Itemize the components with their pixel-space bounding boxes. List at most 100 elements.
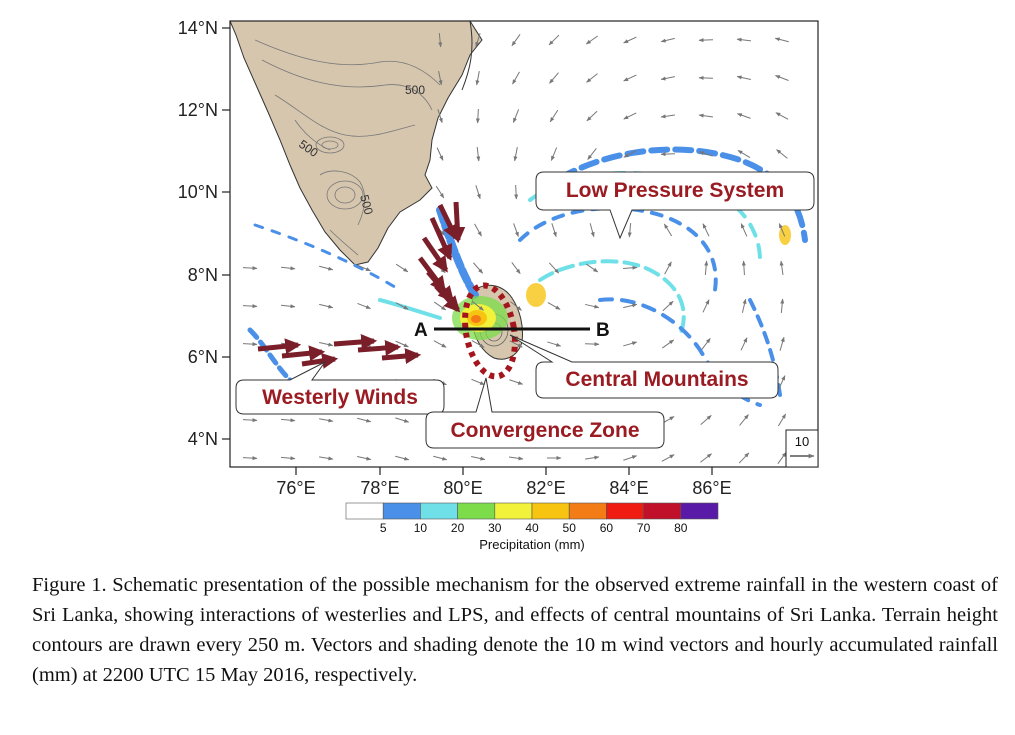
wind-vector <box>550 147 558 161</box>
wind-vector <box>280 456 296 461</box>
convergence-zone-callout: Convergence Zone <box>425 377 665 449</box>
cross-section-label-b: B <box>596 320 610 341</box>
wind-vector <box>513 147 518 162</box>
wind-vector <box>777 451 787 464</box>
colorbar-tick-label: 30 <box>488 521 502 535</box>
colorbar-tick-label: 60 <box>600 521 614 535</box>
lon-label-84e: 84°E <box>609 478 648 498</box>
reference-vector-box: 10 <box>785 429 819 468</box>
india-landmass <box>230 21 483 266</box>
wind-vector <box>736 113 751 119</box>
wind-vector <box>740 337 748 351</box>
wind-vector <box>660 114 676 119</box>
wind-vector <box>475 185 481 200</box>
wind-vector <box>512 71 520 85</box>
colorbar-swatch <box>494 502 533 520</box>
wind-vector <box>700 453 712 463</box>
colorbar-swatch <box>531 502 570 520</box>
colorbar-swatch <box>606 502 644 520</box>
colorbar-swatch <box>568 502 607 520</box>
wind-vector <box>508 456 524 461</box>
lon-label-82e: 82°E <box>526 478 565 498</box>
east-coastline <box>461 21 473 91</box>
wind-vector <box>623 455 638 461</box>
lat-label-4n: 4°N <box>188 429 218 449</box>
wind-vector <box>660 152 676 157</box>
colorbar-tick-label: 50 <box>563 521 577 535</box>
wind-vector <box>280 304 296 309</box>
wind-vector <box>514 184 519 200</box>
wind-vector <box>622 265 638 270</box>
longitude-axis <box>295 467 713 475</box>
wind-vector <box>776 149 788 159</box>
wind-vector <box>586 73 598 83</box>
colorbar-swatch <box>382 502 421 520</box>
colorbar-swatch <box>643 502 682 520</box>
wind-vector <box>778 375 786 389</box>
wind-vector <box>471 455 486 461</box>
wind-vector <box>779 336 785 351</box>
wind-vector <box>779 260 784 276</box>
wind-vector <box>319 456 334 461</box>
lon-label-76e: 76°E <box>276 478 315 498</box>
lon-label-80e: 80°E <box>443 478 482 498</box>
wind-vector <box>395 302 409 310</box>
colorbar-tick-label: 20 <box>451 521 465 535</box>
wind-vector <box>698 38 714 43</box>
wind-vector <box>511 262 521 274</box>
wind-vector <box>774 75 789 81</box>
low-pressure-system-label: Low Pressure System <box>566 179 784 202</box>
wind-vector <box>513 223 519 238</box>
convergence-zone-label: Convergence Zone <box>450 419 639 442</box>
colorbar-tick-label: 80 <box>674 521 688 535</box>
wind-vector <box>585 35 599 45</box>
map-frame <box>229 20 819 468</box>
wind-vector <box>547 341 562 347</box>
wind-vector <box>435 185 445 199</box>
wind-vector <box>702 223 710 237</box>
wind-vector <box>587 148 597 160</box>
wind-vector <box>702 299 710 313</box>
wind-vector <box>740 223 748 237</box>
westerly-winds-callout: Westerly Winds <box>235 361 445 415</box>
wind-vector <box>549 109 559 123</box>
wind-vector <box>436 147 444 161</box>
wind-vector <box>627 222 632 238</box>
latitude-axis <box>222 27 230 440</box>
colorbar-tick-label: 70 <box>637 521 651 535</box>
wind-vector <box>548 262 560 274</box>
wind-vector <box>584 342 600 347</box>
wind-vector <box>280 266 296 271</box>
wind-vector <box>510 301 522 311</box>
wind-vector <box>357 264 371 272</box>
wind-vector <box>741 260 746 276</box>
wind-vector <box>698 151 713 157</box>
terrain-contours <box>254 39 441 256</box>
lon-label-78e: 78°E <box>360 478 399 498</box>
wind-vector <box>701 338 711 350</box>
wind-vector <box>357 455 372 461</box>
colorbar-swatch <box>680 502 719 520</box>
precipitation-colorbar: 5 10 20 30 40 50 60 70 80 <box>345 502 719 535</box>
wind-vector <box>319 341 334 347</box>
wind-vector <box>242 342 258 347</box>
wind-vector <box>704 260 709 276</box>
wind-vector <box>395 455 410 461</box>
westerly-wind-arrows <box>257 333 422 369</box>
wind-vector <box>775 112 789 120</box>
colorbar-tick-label: 40 <box>525 521 539 535</box>
wind-vector <box>242 304 258 309</box>
figure-caption: Figure 1. Schematic presentation of the … <box>32 574 998 686</box>
lat-label-8n: 8°N <box>188 265 218 285</box>
wind-vector <box>511 34 521 47</box>
wind-vector <box>242 266 258 271</box>
wind-vector <box>623 341 638 347</box>
lat-label-6n: 6°N <box>188 347 218 367</box>
wind-vector <box>357 417 372 423</box>
wind-vector <box>739 414 749 426</box>
wind-vector <box>509 340 523 348</box>
reference-vector-label: 10 <box>795 434 809 449</box>
westerly-winds-label: Westerly Winds <box>262 386 418 409</box>
wind-vector <box>585 303 600 309</box>
wind-vector <box>438 71 443 86</box>
